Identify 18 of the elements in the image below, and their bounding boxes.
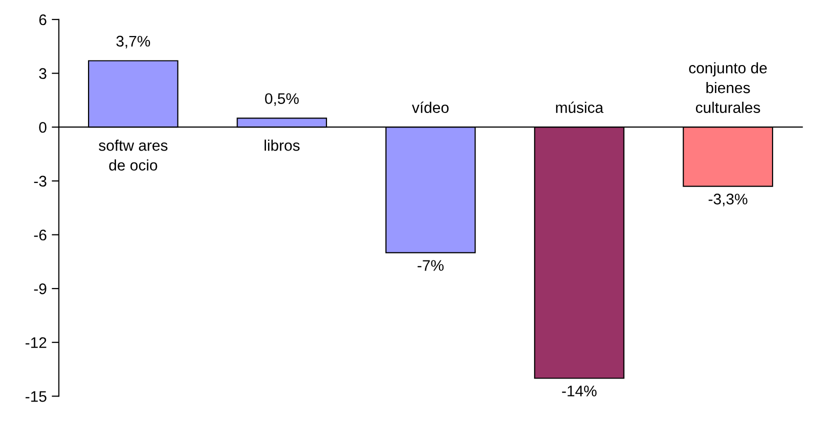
x-tick-label: libros <box>264 140 300 151</box>
data-label: -14% <box>562 386 597 396</box>
x-tick-label: conjunto de bienes culturales <box>689 62 767 113</box>
x-tick-label: softw ares de ocio <box>98 140 168 171</box>
x-tick-label: vídeo <box>412 102 449 113</box>
data-label: -3,3% <box>708 194 748 206</box>
data-label: 3,7% <box>116 36 150 48</box>
y-tick-label: -12 <box>26 337 46 348</box>
data-label: -7% <box>418 260 444 271</box>
data-label: 0,5% <box>265 93 299 106</box>
y-tick-label: 6 <box>39 14 46 26</box>
y-tick-label: -15 <box>26 391 46 402</box>
x-tick-label: música <box>556 102 604 113</box>
y-tick-label: -9 <box>34 283 46 294</box>
y-tick-label: 3 <box>39 68 46 79</box>
y-tick-label: 0 <box>39 122 46 133</box>
y-tick-label: -3 <box>34 176 46 187</box>
y-tick-label: -6 <box>34 230 46 240</box>
